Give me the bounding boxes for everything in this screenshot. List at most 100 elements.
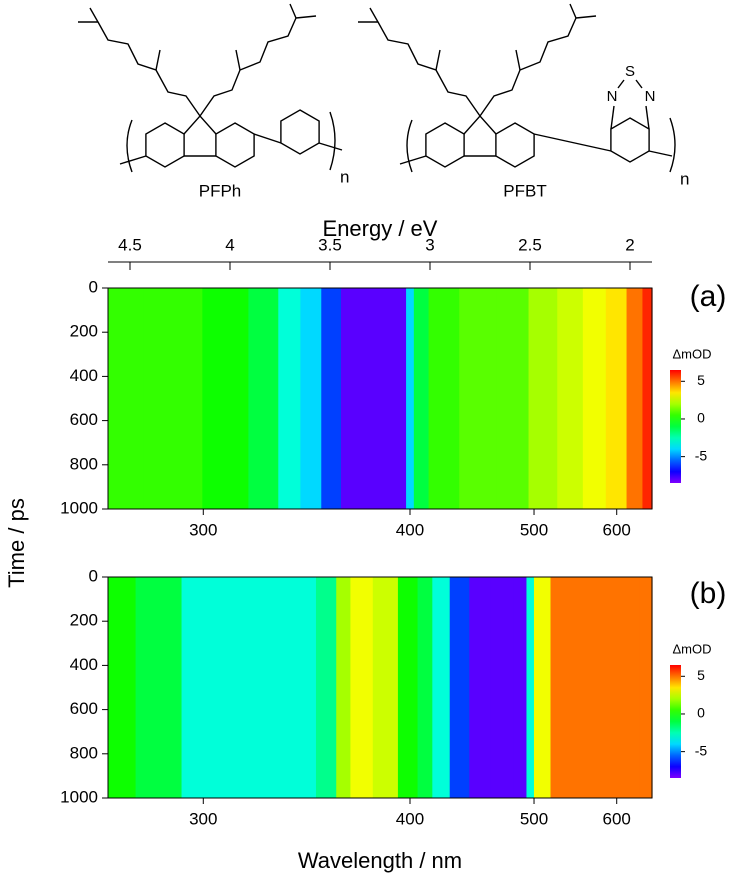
y-tick-label: 600 — [70, 699, 98, 718]
heat-stripe — [406, 288, 415, 509]
heat-stripe — [469, 577, 492, 798]
x-axis-title: Wavelength / nm — [298, 848, 462, 873]
x-tick-label: 600 — [603, 809, 631, 828]
ring — [215, 122, 255, 168]
heat-stripe — [278, 288, 302, 509]
heat-stripe — [181, 577, 230, 798]
structure-label: PFBT — [503, 181, 546, 200]
colorbar-tick-label: 0 — [697, 705, 705, 721]
colorbar-tick-label: -5 — [695, 447, 708, 463]
heat-stripe — [626, 288, 644, 509]
plot-frame — [107, 287, 653, 510]
bond — [533, 133, 612, 152]
ring — [495, 122, 535, 168]
heat-stripe — [315, 577, 337, 798]
heat-stripe — [496, 288, 530, 509]
bond — [318, 142, 343, 151]
bracket — [126, 119, 133, 173]
ring — [145, 122, 185, 168]
heat-stripe — [300, 288, 322, 509]
y-tick-label: 400 — [70, 366, 98, 385]
heat-stripe — [363, 288, 391, 509]
chain — [479, 3, 597, 117]
heat-stripe — [533, 577, 552, 798]
x2-tick-label: 4.5 — [118, 235, 142, 254]
x-tick-label: 400 — [396, 520, 424, 539]
x-tick-label: 500 — [520, 809, 548, 828]
x2-tick-label: 2.5 — [518, 235, 542, 254]
heat-stripe — [557, 288, 584, 509]
heat-stripe — [143, 288, 203, 509]
bond — [119, 155, 147, 165]
x-tick-label: 400 — [396, 809, 424, 828]
heat-stripe — [605, 288, 628, 509]
bond — [253, 133, 282, 144]
heat-stripe — [490, 577, 514, 798]
heat-stripe — [372, 577, 399, 798]
heat-stripe — [526, 577, 535, 798]
heat-stripe — [528, 288, 558, 509]
plot-frame — [107, 576, 653, 799]
ring — [183, 114, 217, 135]
bracket — [406, 119, 413, 173]
heat-stripe — [108, 288, 144, 509]
heat-stripe — [642, 288, 653, 509]
heat-stripe — [389, 288, 407, 509]
heat-stripe — [582, 288, 607, 509]
heat-stripe — [350, 577, 374, 798]
chain — [358, 7, 481, 117]
bond — [648, 150, 673, 157]
x-tick-label: 300 — [189, 520, 217, 539]
colorbar-tick-label: 5 — [697, 372, 705, 388]
heat-stripe — [321, 288, 342, 509]
ring — [425, 122, 465, 168]
heat-stripe — [202, 288, 250, 509]
colorbar-title: ΔmOD — [672, 641, 711, 656]
bracket — [329, 111, 336, 171]
y-tick-label: 1000 — [60, 498, 98, 517]
x2-tick-label: 2 — [625, 235, 634, 254]
heat-stripe — [639, 577, 653, 798]
heat-stripe — [449, 577, 470, 798]
x2-tick-label: 3 — [425, 235, 434, 254]
heat-stripe — [277, 577, 317, 798]
heat-stripe — [108, 577, 137, 798]
methyl — [435, 49, 441, 71]
ring — [280, 109, 320, 155]
heat-stripe — [417, 577, 433, 798]
bond — [645, 105, 650, 130]
repeat-unit: n — [340, 167, 349, 186]
colorbar-title: ΔmOD — [672, 346, 711, 361]
heat-stripe — [336, 577, 352, 798]
heat-stripe — [459, 288, 497, 509]
heat-stripe — [612, 577, 640, 798]
ring — [610, 117, 650, 163]
x-tick-label: 600 — [603, 520, 631, 539]
heat-stripe — [413, 288, 430, 509]
bracket — [669, 117, 676, 173]
x-tick-label: 300 — [189, 809, 217, 828]
heat-stripe — [248, 288, 279, 509]
y-tick-label: 0 — [89, 566, 98, 585]
methyl — [155, 49, 161, 71]
x2-axis-title: Energy / eV — [323, 216, 438, 241]
colorbar — [670, 665, 681, 778]
chain — [78, 7, 201, 117]
heat-stripe — [428, 288, 460, 509]
y-tick-label: 200 — [70, 611, 98, 630]
structure-label: PFPh — [199, 181, 242, 200]
heat-stripe — [340, 288, 365, 509]
y-tick-label: 200 — [70, 322, 98, 341]
ring — [463, 114, 497, 135]
colorbar-tick-label: 5 — [697, 667, 705, 683]
atom: N — [645, 88, 656, 105]
panel-label: (a) — [690, 280, 727, 313]
x2-tick-label: 4 — [225, 235, 234, 254]
bond — [399, 155, 427, 165]
heat-stripe — [432, 577, 451, 798]
repeat-unit: n — [680, 169, 689, 188]
y-tick-label: 400 — [70, 655, 98, 674]
bond — [635, 79, 643, 89]
colorbar-tick-label: -5 — [695, 742, 708, 758]
